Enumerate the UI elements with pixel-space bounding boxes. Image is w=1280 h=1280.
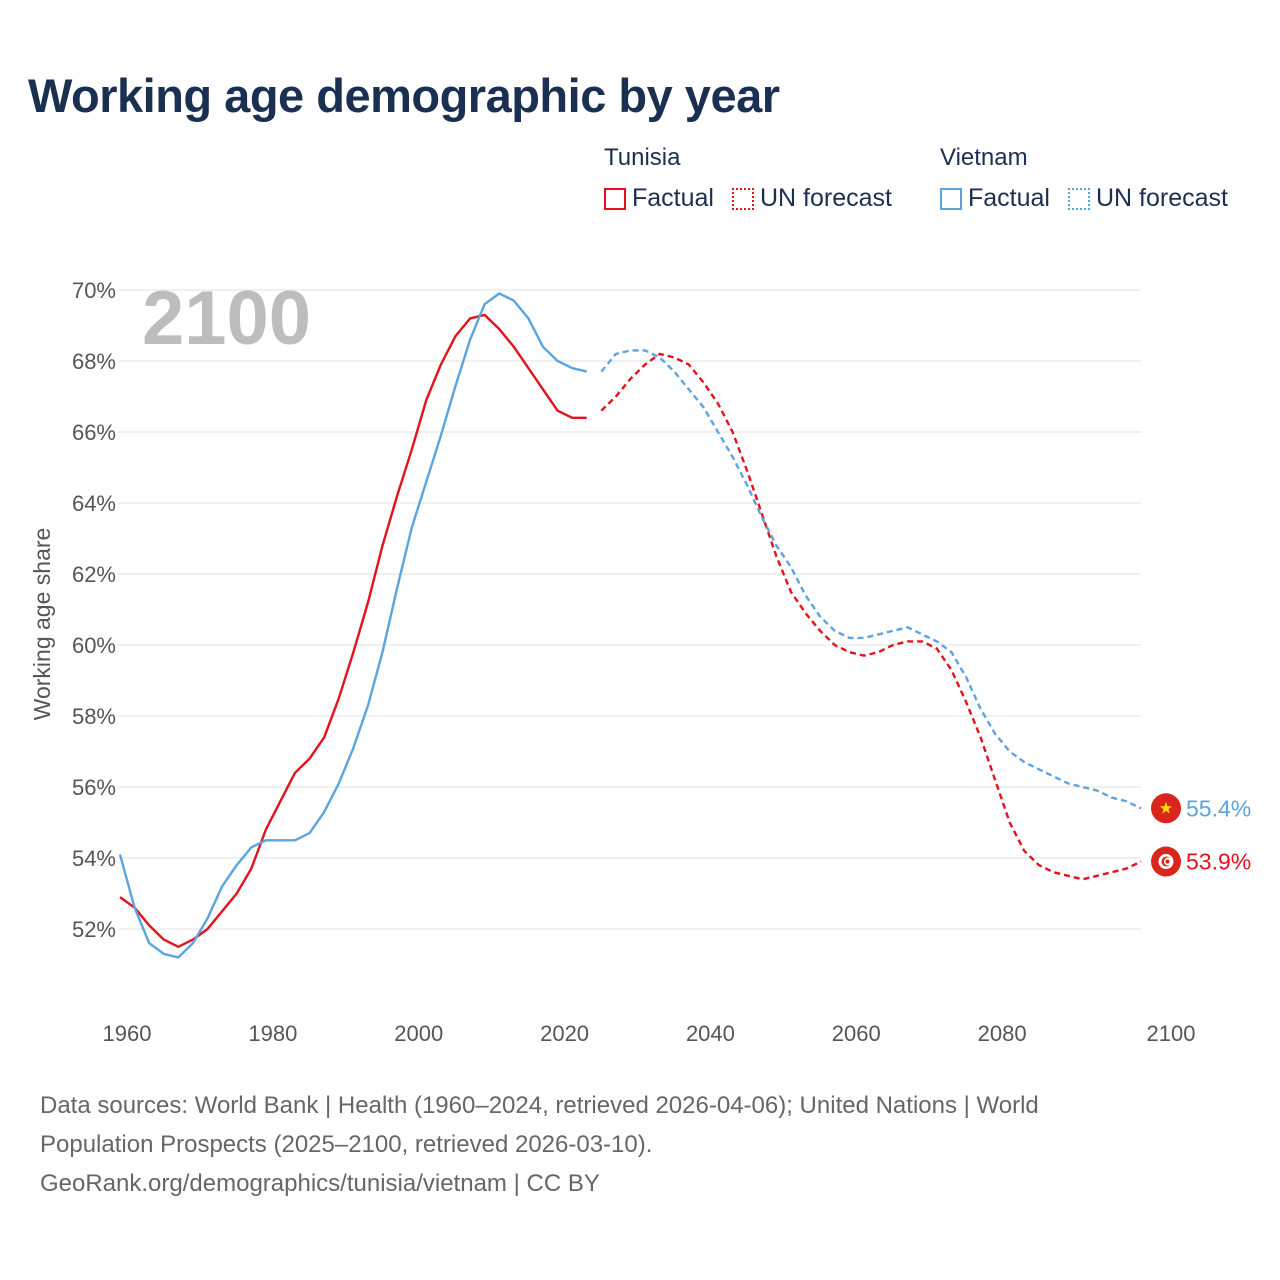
x-tick-label: 2020 <box>540 1021 589 1046</box>
series-line-vietnam-factual <box>118 292 587 959</box>
legend-item-tunisia-forecast[interactable]: UN forecast <box>731 184 892 213</box>
x-tick-label: 1960 <box>103 1021 152 1046</box>
current-year-watermark: 2100 <box>142 276 311 361</box>
series-line-vietnam-forecast <box>600 349 1142 810</box>
y-tick-label: 56% <box>72 775 116 800</box>
y-axis-ticks: 52% 54% 56% 58% 60% 62% 64% 66% 68% 70% <box>72 278 116 942</box>
swatch-dotted-icon <box>731 187 754 210</box>
legend-label: UN forecast <box>759 184 892 212</box>
x-tick-label: 2060 <box>832 1021 881 1046</box>
y-tick-label: 52% <box>72 917 116 942</box>
line-chart: 52% 54% 56% 58% 60% 62% 64% 66% 68% 70% 1960 1980 2… <box>29 276 1251 1046</box>
legend-label: Factual <box>968 184 1050 212</box>
vietnam-flag-icon <box>1151 793 1181 824</box>
y-tick-label: 64% <box>72 491 116 516</box>
legend-item-vietnam-factual[interactable]: Factual <box>940 184 1050 213</box>
source-line-1: Data sources: World Bank | Health (1960–… <box>40 1092 1039 1119</box>
y-tick-label: 66% <box>72 420 116 445</box>
y-tick-label: 58% <box>72 704 116 729</box>
y-tick-label: 54% <box>72 846 116 871</box>
legend-group-vietnam: Vietnam Factual UN forecast <box>940 144 1228 213</box>
x-axis-ticks: 1960 1980 2000 2020 2040 2060 2080 2100 <box>103 1021 1196 1046</box>
legend-item-vietnam-forecast[interactable]: UN forecast <box>1067 184 1228 213</box>
y-tick-label: 60% <box>72 633 116 658</box>
swatch-solid-icon <box>604 187 626 210</box>
series-lines <box>118 292 1142 959</box>
legend-group-name: Vietnam <box>940 144 1028 171</box>
x-tick-label: 2040 <box>686 1021 735 1046</box>
series-end-markers: 53.9% 55.4% <box>1151 793 1251 877</box>
source-line-2: Population Prospects (2025–2100, retriev… <box>40 1131 653 1158</box>
y-tick-label: 70% <box>72 278 116 303</box>
legend-item-tunisia-factual[interactable]: Factual <box>604 184 714 213</box>
x-tick-label: 2080 <box>978 1021 1027 1046</box>
swatch-solid-icon <box>940 187 962 210</box>
y-tick-label: 68% <box>72 349 116 374</box>
swatch-dotted-icon <box>1067 187 1090 210</box>
star-icon <box>1165 859 1170 864</box>
legend-group-name: Tunisia <box>604 144 681 171</box>
star-icon <box>1159 801 1173 814</box>
x-tick-label: 2000 <box>394 1021 443 1046</box>
y-axis-label: Working age share <box>29 528 55 721</box>
x-tick-label: 1980 <box>248 1021 297 1046</box>
series-line-tunisia-forecast <box>600 352 1142 881</box>
legend-group-tunisia: Tunisia Factual UN forecast <box>604 144 892 213</box>
chart-title: Working age demographic by year <box>28 69 780 122</box>
x-tick-label: 2100 <box>1147 1021 1196 1046</box>
tunisia-flag-icon <box>1151 846 1181 877</box>
gridlines <box>118 289 1141 930</box>
legend-label: UN forecast <box>1095 184 1228 212</box>
end-value-label-tunisia: 53.9% <box>1186 849 1251 875</box>
end-value-label-vietnam: 55.4% <box>1186 795 1251 821</box>
source-footnote: Data sources: World Bank | Health (1960–… <box>40 1086 1190 1203</box>
legend-label: Factual <box>632 184 714 212</box>
source-line-3: GeoRank.org/demographics/tunisia/vietnam… <box>40 1170 600 1197</box>
y-tick-label: 62% <box>72 562 116 587</box>
series-line-tunisia-factual <box>119 313 587 948</box>
